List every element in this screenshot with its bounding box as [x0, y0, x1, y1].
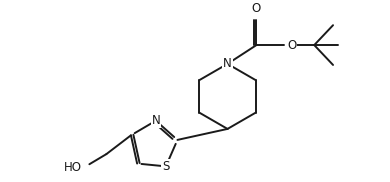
Text: N: N — [223, 57, 232, 70]
Text: HO: HO — [64, 161, 82, 174]
Text: S: S — [162, 160, 170, 173]
Text: N: N — [151, 114, 160, 127]
Text: O: O — [287, 39, 296, 52]
Text: O: O — [252, 2, 261, 15]
